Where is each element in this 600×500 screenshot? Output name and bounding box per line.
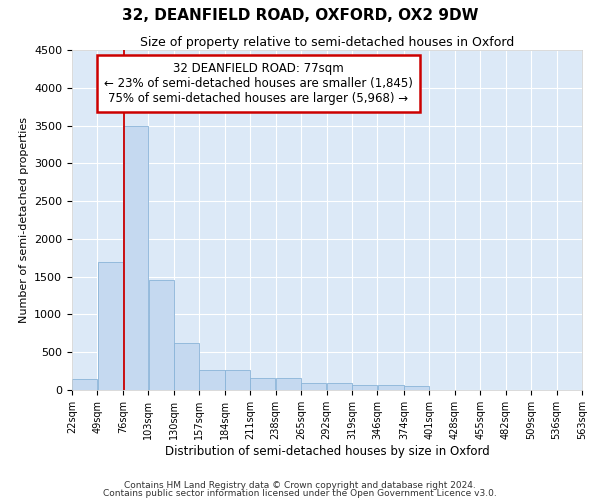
Bar xyxy=(149,280,173,390)
Text: Contains HM Land Registry data © Crown copyright and database right 2024.: Contains HM Land Registry data © Crown c… xyxy=(124,480,476,490)
Bar xyxy=(276,378,301,390)
Bar xyxy=(326,383,352,390)
Bar xyxy=(404,386,429,390)
Bar xyxy=(301,383,326,390)
Text: Contains public sector information licensed under the Open Government Licence v3: Contains public sector information licen… xyxy=(103,489,497,498)
Text: 32 DEANFIELD ROAD: 77sqm
← 23% of semi-detached houses are smaller (1,845)
75% o: 32 DEANFIELD ROAD: 77sqm ← 23% of semi-d… xyxy=(104,62,413,105)
Y-axis label: Number of semi-detached properties: Number of semi-detached properties xyxy=(19,117,29,323)
Title: Size of property relative to semi-detached houses in Oxford: Size of property relative to semi-detach… xyxy=(140,36,514,49)
Bar xyxy=(225,370,250,390)
Bar xyxy=(72,378,97,390)
Bar xyxy=(250,378,275,390)
Bar xyxy=(377,386,404,390)
Bar xyxy=(123,126,148,390)
Bar xyxy=(352,386,377,390)
Bar xyxy=(174,343,199,390)
X-axis label: Distribution of semi-detached houses by size in Oxford: Distribution of semi-detached houses by … xyxy=(164,444,490,458)
Bar xyxy=(98,262,123,390)
Text: 32, DEANFIELD ROAD, OXFORD, OX2 9DW: 32, DEANFIELD ROAD, OXFORD, OX2 9DW xyxy=(122,8,478,22)
Bar xyxy=(199,370,224,390)
